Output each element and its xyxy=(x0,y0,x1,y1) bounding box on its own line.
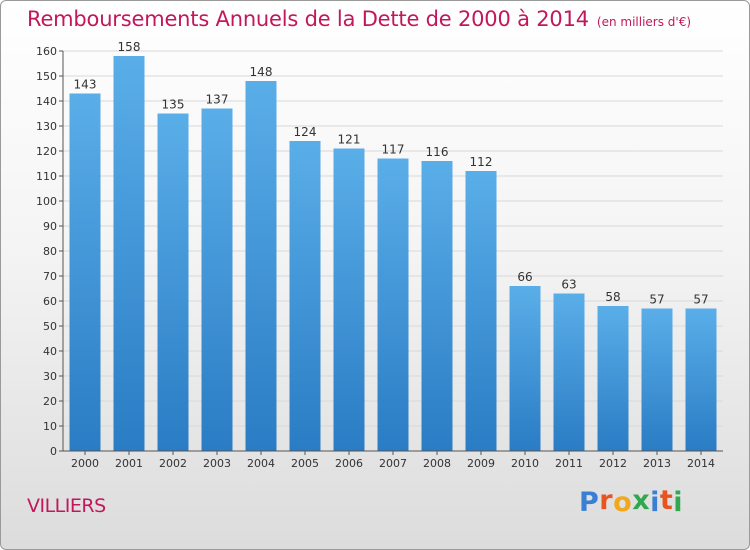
bar-2010 xyxy=(509,286,541,451)
x-tick-label: 2008 xyxy=(423,457,451,470)
data-label-2010: 66 xyxy=(517,270,532,284)
bar-2014 xyxy=(685,308,717,451)
data-label-2005: 124 xyxy=(294,125,317,139)
bar-2001 xyxy=(113,56,145,451)
x-axis-ticks: 2000 2001 2002 2003 2004 2005 2006 2007 2008 2009… xyxy=(71,451,715,470)
y-tick-label: 10 xyxy=(43,420,57,433)
y-tick-label: 120 xyxy=(36,145,57,158)
logo-letter: x xyxy=(632,485,651,516)
y-tick-label: 130 xyxy=(36,120,57,133)
y-tick-label: 160 xyxy=(36,45,57,58)
proxiti-logo: Proxiti xyxy=(579,485,684,518)
data-label-2003: 137 xyxy=(206,93,229,107)
y-axis-ticks: 0 10 20 30 40 50 60 70 80 90 100 110 120 130 140 150 160 xyxy=(36,45,63,458)
x-tick-label: 2006 xyxy=(335,457,363,470)
logo-letter: o xyxy=(613,487,633,518)
data-label-2000: 143 xyxy=(74,78,97,92)
data-label-2006: 121 xyxy=(338,133,361,147)
bar-2013 xyxy=(641,308,673,451)
location-label: VILLIERS xyxy=(27,495,106,517)
bar-2004 xyxy=(245,81,277,451)
y-tick-label: 40 xyxy=(43,345,57,358)
bar-2011 xyxy=(553,293,585,451)
y-tick-label: 100 xyxy=(36,195,57,208)
data-label-2009: 112 xyxy=(470,155,493,169)
axes xyxy=(62,51,723,452)
bar-2003 xyxy=(201,108,233,451)
y-tick-label: 60 xyxy=(43,295,57,308)
data-label-2001: 158 xyxy=(118,40,141,54)
chart-title-text: Remboursements Annuels de la Dette de 20… xyxy=(27,7,589,31)
logo-letter: t xyxy=(659,485,674,516)
x-tick-label: 2007 xyxy=(379,457,407,470)
x-tick-label: 2002 xyxy=(159,457,187,470)
y-tick-label: 90 xyxy=(43,220,57,233)
logo-letter: P xyxy=(579,487,600,518)
data-label-2014: 57 xyxy=(693,293,708,307)
data-label-2004: 148 xyxy=(250,65,273,79)
data-label-2008: 116 xyxy=(426,145,449,159)
y-tick-label: 110 xyxy=(36,170,57,183)
y-tick-label: 0 xyxy=(50,445,57,458)
x-tick-label: 2012 xyxy=(599,457,627,470)
y-tick-label: 50 xyxy=(43,320,57,333)
x-tick-label: 2011 xyxy=(555,457,583,470)
data-label-2011: 63 xyxy=(561,278,576,292)
y-tick-label: 70 xyxy=(43,270,57,283)
data-label-2013: 57 xyxy=(649,293,664,307)
bar-2000 xyxy=(69,93,101,451)
x-tick-label: 2004 xyxy=(247,457,275,470)
x-tick-label: 2000 xyxy=(71,457,99,470)
y-tick-label: 150 xyxy=(36,70,57,83)
logo-letter: i xyxy=(673,487,684,518)
x-tick-label: 2005 xyxy=(291,457,319,470)
bar-2012 xyxy=(597,306,629,451)
y-tick-label: 20 xyxy=(43,395,57,408)
data-labels: 143 158 135 137 148 124 121 117 116 112 66 63 58 57 57 xyxy=(74,40,709,307)
bar-2006 xyxy=(333,148,365,451)
data-label-2012: 58 xyxy=(605,290,620,304)
data-label-2002: 135 xyxy=(162,98,185,112)
chart-title: Remboursements Annuels de la Dette de 20… xyxy=(27,7,691,31)
bar-2007 xyxy=(377,158,409,451)
y-tick-label: 30 xyxy=(43,370,57,383)
logo-letter: i xyxy=(650,487,660,518)
bar-2009 xyxy=(465,171,497,451)
bar-2008 xyxy=(421,161,453,451)
chart-subtitle: (en milliers d'€) xyxy=(596,15,692,29)
x-tick-label: 2013 xyxy=(643,457,671,470)
x-tick-label: 2009 xyxy=(467,457,495,470)
y-tick-label: 80 xyxy=(43,245,57,258)
x-tick-label: 2010 xyxy=(511,457,539,470)
y-tick-label: 140 xyxy=(36,95,57,108)
logo-letter: r xyxy=(599,485,614,516)
bar-2005 xyxy=(289,141,321,451)
x-tick-label: 2003 xyxy=(203,457,231,470)
x-tick-label: 2001 xyxy=(115,457,143,470)
data-label-2007: 117 xyxy=(382,143,405,157)
bars xyxy=(69,56,717,451)
x-tick-label: 2014 xyxy=(687,457,715,470)
bar-2002 xyxy=(157,113,189,451)
